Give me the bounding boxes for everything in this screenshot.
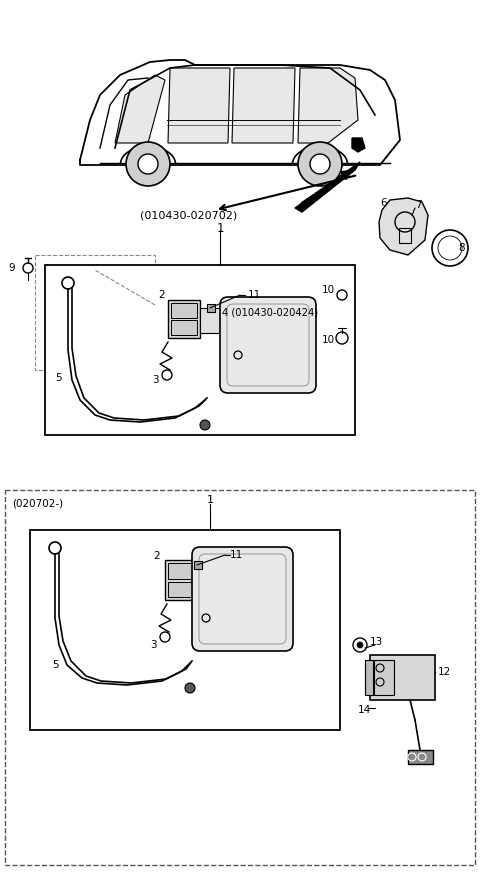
Bar: [171, 320, 197, 335]
Text: 10: 10: [322, 335, 335, 345]
Circle shape: [185, 683, 195, 693]
Text: 12: 12: [438, 667, 451, 677]
Bar: [168, 582, 194, 597]
Circle shape: [126, 142, 170, 186]
Text: 1: 1: [216, 221, 224, 234]
Text: 14: 14: [358, 705, 371, 715]
Text: 7: 7: [415, 200, 421, 210]
Text: 6: 6: [381, 198, 387, 208]
Circle shape: [200, 420, 210, 430]
Bar: [207, 304, 215, 312]
Text: 2: 2: [158, 290, 165, 300]
Bar: [370, 655, 435, 700]
Text: 2: 2: [154, 551, 160, 561]
Text: 11: 11: [248, 290, 261, 300]
Bar: [165, 560, 197, 600]
Text: 5: 5: [52, 660, 58, 670]
Polygon shape: [232, 68, 295, 143]
Text: 5: 5: [55, 373, 61, 383]
Bar: [399, 228, 411, 243]
Bar: [365, 660, 373, 695]
Text: (020702-): (020702-): [12, 498, 63, 508]
Polygon shape: [115, 75, 165, 143]
Polygon shape: [298, 68, 358, 143]
Polygon shape: [168, 68, 230, 143]
Bar: [200, 308, 220, 333]
Text: (010430-020702): (010430-020702): [140, 210, 237, 220]
Circle shape: [310, 154, 330, 174]
FancyBboxPatch shape: [220, 297, 316, 393]
Text: 13: 13: [370, 637, 383, 647]
Text: 10: 10: [322, 285, 335, 295]
FancyBboxPatch shape: [192, 547, 293, 651]
Bar: [194, 561, 202, 569]
Circle shape: [138, 154, 158, 174]
Text: 4 (010430-020424): 4 (010430-020424): [222, 307, 318, 317]
Bar: [45, 265, 355, 435]
Bar: [35, 255, 155, 370]
Bar: [30, 530, 340, 730]
Text: 1: 1: [206, 495, 214, 505]
Bar: [5, 490, 475, 865]
Bar: [168, 563, 194, 579]
Polygon shape: [379, 198, 428, 255]
Circle shape: [357, 642, 363, 648]
Text: 3: 3: [152, 375, 158, 385]
Text: 3: 3: [150, 640, 156, 650]
Bar: [168, 300, 200, 338]
Bar: [408, 750, 433, 764]
Bar: [374, 660, 394, 695]
Circle shape: [298, 142, 342, 186]
Bar: [171, 303, 197, 318]
Text: 8: 8: [458, 243, 465, 253]
Text: 11: 11: [230, 550, 243, 560]
Polygon shape: [295, 162, 360, 212]
Text: 9: 9: [8, 263, 14, 273]
Polygon shape: [352, 138, 365, 152]
